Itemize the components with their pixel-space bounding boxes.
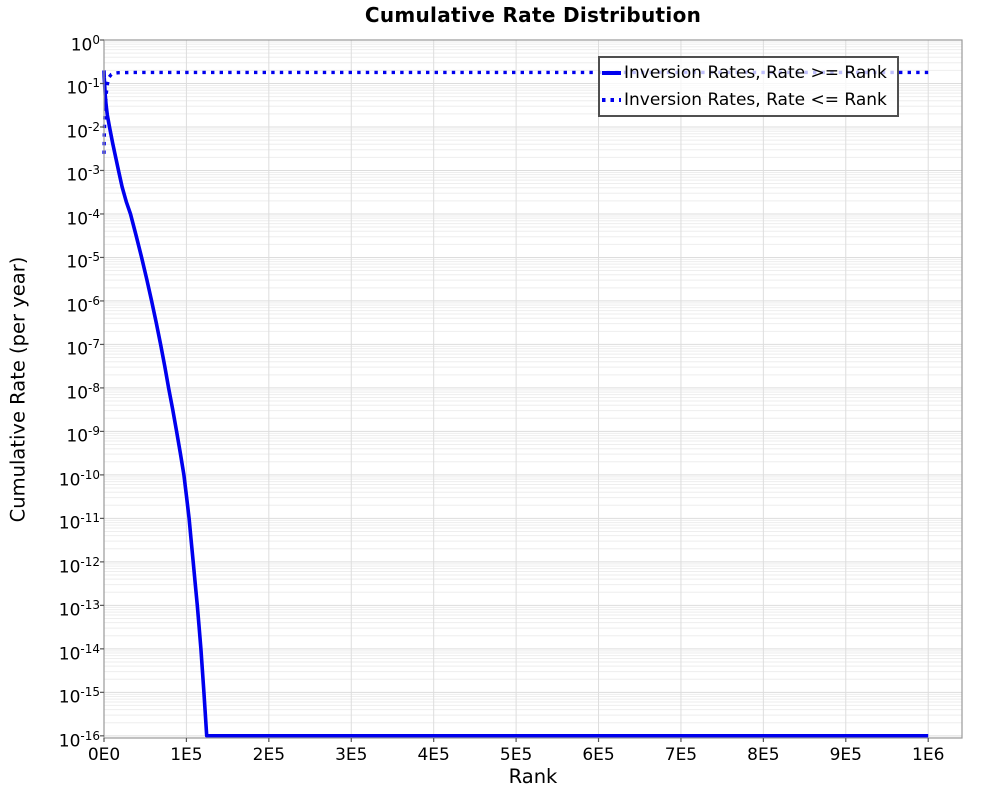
plot-border	[103, 39, 963, 739]
x-tick-label: 3E5	[335, 745, 368, 765]
x-tick-label: 2E5	[252, 745, 286, 765]
y-tick-label: 10-11	[58, 511, 100, 535]
x-tick-label: 0E0	[87, 745, 121, 765]
legend-solid-line-icon	[602, 70, 621, 75]
x-tick-label: 4E5	[417, 745, 450, 765]
axis-ticks	[100, 39, 929, 742]
legend-entry-rate-le-rank: Inversion Rates, Rate <= Rank	[602, 86, 887, 113]
x-axis-title: Rank	[508, 765, 558, 788]
y-tick-label: 10-15	[58, 685, 100, 708]
grid-minor	[104, 41, 962, 739]
legend-label: Inversion Rates, Rate >= Rank	[624, 62, 887, 83]
y-tick-label: 10-1	[66, 76, 100, 100]
y-tick-label: 10-16	[58, 728, 100, 752]
legend-label: Inversion Rates, Rate <= Rank	[624, 89, 887, 110]
x-tick-label: 7E5	[664, 745, 698, 765]
y-tick-label: 10-13	[58, 598, 100, 621]
x-tick-label: 8E5	[747, 745, 780, 765]
x-tick-label: 1E5	[170, 745, 203, 765]
y-tick-label: 10-2	[66, 119, 100, 143]
chart-title: Cumulative Rate Distribution	[364, 3, 702, 27]
y-tick-label: 10-6	[66, 293, 100, 317]
x-tick-label: 9E5	[829, 745, 862, 765]
x-tick-label: 5E5	[499, 745, 533, 765]
y-tick-label: 10-3	[66, 163, 100, 187]
x-tick-label: 1E6	[912, 745, 945, 765]
y-tick-label: 10-12	[58, 554, 100, 578]
legend: Inversion Rates, Rate >= Rank Inversion …	[598, 56, 899, 117]
x-tick-label: 6E5	[582, 745, 615, 765]
y-tick-label: 10-7	[66, 337, 100, 361]
y-tick-label: 100	[70, 33, 100, 56]
y-tick-label: 10-5	[66, 250, 100, 274]
series-rate-ge-rank-line	[102, 70, 929, 738]
y-tick-label: 10-9	[66, 424, 100, 448]
y-tick-label: 10-8	[66, 380, 100, 404]
y-tick-label: 10-14	[58, 641, 100, 665]
legend-entry-rate-ge-rank: Inversion Rates, Rate >= Rank	[602, 59, 887, 86]
y-tick-label: 10-4	[66, 206, 100, 230]
legend-dotted-line-icon	[602, 97, 621, 102]
y-tick-label: 10-10	[58, 467, 100, 491]
